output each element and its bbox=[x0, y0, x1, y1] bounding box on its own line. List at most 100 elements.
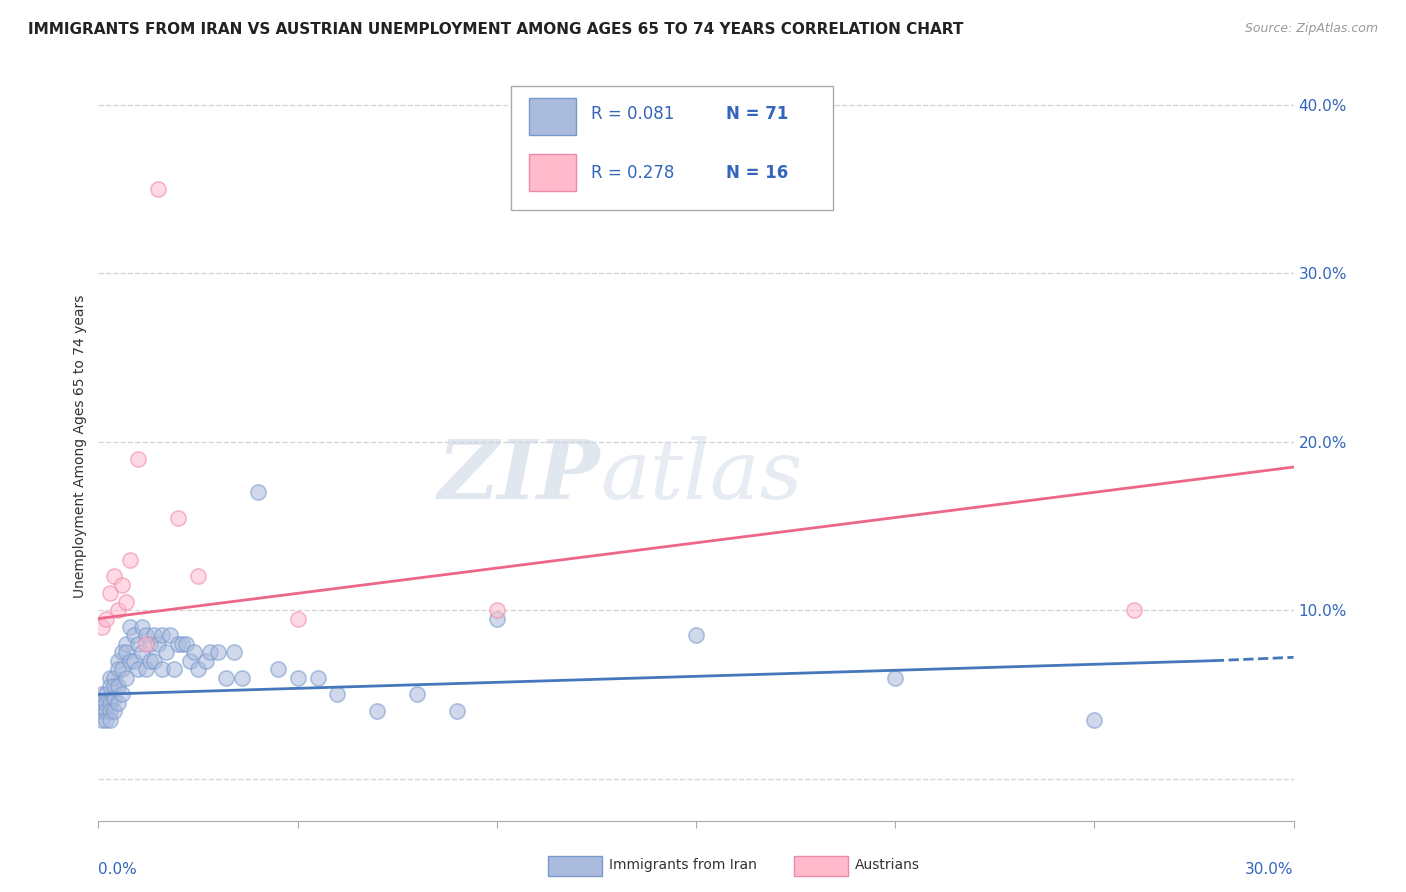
Point bbox=[111, 687, 134, 701]
Point bbox=[159, 628, 181, 642]
Point bbox=[115, 671, 138, 685]
Text: 30.0%: 30.0% bbox=[1246, 862, 1294, 877]
Point bbox=[107, 662, 129, 676]
Point bbox=[222, 645, 245, 659]
Point bbox=[98, 704, 122, 718]
Text: N = 16: N = 16 bbox=[725, 163, 789, 181]
Point bbox=[98, 671, 122, 685]
Point bbox=[155, 645, 177, 659]
Point bbox=[96, 611, 118, 625]
Point bbox=[111, 662, 134, 676]
Point bbox=[91, 620, 114, 634]
Point bbox=[107, 654, 129, 668]
Point bbox=[307, 671, 329, 685]
Point bbox=[198, 645, 221, 659]
Point bbox=[91, 687, 114, 701]
Text: 0.0%: 0.0% bbox=[98, 862, 138, 877]
Point bbox=[172, 637, 194, 651]
Point bbox=[446, 704, 468, 718]
Point bbox=[107, 696, 129, 710]
Point bbox=[96, 687, 118, 701]
Point bbox=[366, 704, 388, 718]
Point bbox=[103, 679, 125, 693]
Point bbox=[287, 611, 309, 625]
Point bbox=[143, 628, 166, 642]
Point bbox=[124, 628, 146, 642]
Point bbox=[96, 713, 118, 727]
Text: atlas: atlas bbox=[600, 436, 803, 516]
Point bbox=[1123, 603, 1146, 617]
Point bbox=[287, 671, 309, 685]
Point bbox=[139, 637, 162, 651]
Point bbox=[98, 696, 122, 710]
Point bbox=[187, 569, 209, 583]
Point bbox=[167, 510, 190, 524]
Point bbox=[127, 662, 149, 676]
Point bbox=[103, 704, 125, 718]
Text: Austrians: Austrians bbox=[855, 858, 920, 872]
Point bbox=[207, 645, 229, 659]
Point bbox=[135, 628, 157, 642]
Point bbox=[183, 645, 205, 659]
Point bbox=[103, 671, 125, 685]
Y-axis label: Unemployment Among Ages 65 to 74 years: Unemployment Among Ages 65 to 74 years bbox=[73, 294, 87, 598]
Point bbox=[174, 637, 197, 651]
Text: R = 0.278: R = 0.278 bbox=[591, 163, 673, 181]
FancyBboxPatch shape bbox=[529, 97, 576, 135]
Text: Source: ZipAtlas.com: Source: ZipAtlas.com bbox=[1244, 22, 1378, 36]
Point bbox=[884, 671, 907, 685]
Text: N = 71: N = 71 bbox=[725, 105, 789, 123]
Point bbox=[120, 620, 142, 634]
Point bbox=[107, 603, 129, 617]
Point bbox=[96, 704, 118, 718]
Point bbox=[91, 713, 114, 727]
Point bbox=[98, 586, 122, 600]
Point bbox=[148, 637, 170, 651]
Point bbox=[246, 485, 269, 500]
Point bbox=[163, 662, 186, 676]
Point bbox=[143, 654, 166, 668]
Point bbox=[96, 696, 118, 710]
Text: R = 0.081: R = 0.081 bbox=[591, 105, 673, 123]
Text: Immigrants from Iran: Immigrants from Iran bbox=[609, 858, 756, 872]
Point bbox=[135, 637, 157, 651]
Point bbox=[195, 654, 218, 668]
Point bbox=[179, 654, 201, 668]
Point bbox=[326, 687, 349, 701]
Point bbox=[120, 552, 142, 566]
Point bbox=[115, 637, 138, 651]
Point bbox=[685, 628, 707, 642]
Point bbox=[485, 611, 508, 625]
Point bbox=[139, 654, 162, 668]
Point bbox=[406, 687, 429, 701]
Point bbox=[148, 182, 170, 196]
Point bbox=[131, 645, 153, 659]
Point bbox=[107, 679, 129, 693]
Point bbox=[124, 654, 146, 668]
Point bbox=[111, 645, 134, 659]
Point bbox=[115, 595, 138, 609]
Point bbox=[98, 679, 122, 693]
Point bbox=[167, 637, 190, 651]
Point bbox=[91, 704, 114, 718]
Text: IMMIGRANTS FROM IRAN VS AUSTRIAN UNEMPLOYMENT AMONG AGES 65 TO 74 YEARS CORRELAT: IMMIGRANTS FROM IRAN VS AUSTRIAN UNEMPLO… bbox=[28, 22, 963, 37]
Point bbox=[98, 713, 122, 727]
Point bbox=[1083, 713, 1105, 727]
Point bbox=[131, 620, 153, 634]
Point bbox=[215, 671, 238, 685]
Point bbox=[150, 628, 173, 642]
Point bbox=[103, 569, 125, 583]
FancyBboxPatch shape bbox=[529, 153, 576, 191]
FancyBboxPatch shape bbox=[510, 87, 834, 210]
Point bbox=[111, 578, 134, 592]
Point bbox=[127, 451, 149, 466]
Point bbox=[103, 690, 125, 705]
Point bbox=[267, 662, 290, 676]
Text: ZIP: ZIP bbox=[437, 436, 600, 516]
Point bbox=[187, 662, 209, 676]
Point bbox=[231, 671, 253, 685]
Point bbox=[485, 603, 508, 617]
Point bbox=[120, 654, 142, 668]
Point bbox=[135, 662, 157, 676]
Point bbox=[115, 645, 138, 659]
